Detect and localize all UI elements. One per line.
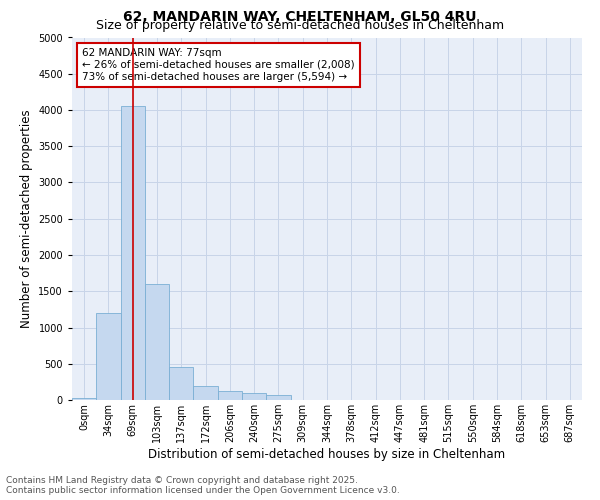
- Bar: [266, 395, 290, 400]
- Text: 62 MANDARIN WAY: 77sqm
← 26% of semi-detached houses are smaller (2,008)
73% of : 62 MANDARIN WAY: 77sqm ← 26% of semi-det…: [82, 48, 355, 82]
- Bar: [145, 284, 169, 400]
- Bar: [169, 368, 193, 400]
- Y-axis label: Number of semi-detached properties: Number of semi-detached properties: [20, 110, 32, 328]
- Bar: [72, 398, 96, 400]
- Text: 62, MANDARIN WAY, CHELTENHAM, GL50 4RU: 62, MANDARIN WAY, CHELTENHAM, GL50 4RU: [123, 10, 477, 24]
- X-axis label: Distribution of semi-detached houses by size in Cheltenham: Distribution of semi-detached houses by …: [148, 448, 506, 461]
- Bar: [218, 390, 242, 400]
- Bar: [193, 386, 218, 400]
- Bar: [121, 106, 145, 400]
- Text: Size of property relative to semi-detached houses in Cheltenham: Size of property relative to semi-detach…: [96, 18, 504, 32]
- Bar: [96, 313, 121, 400]
- Text: Contains HM Land Registry data © Crown copyright and database right 2025.
Contai: Contains HM Land Registry data © Crown c…: [6, 476, 400, 495]
- Bar: [242, 394, 266, 400]
